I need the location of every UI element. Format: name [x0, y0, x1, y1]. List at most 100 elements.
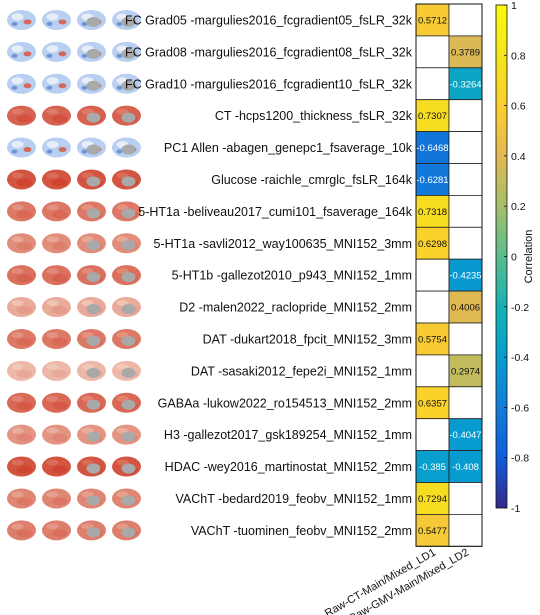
heatmap-cell	[415, 354, 450, 388]
brain-surface-thumbnail	[7, 297, 36, 318]
brain-surface-thumbnail	[112, 520, 141, 541]
heatmap-cell	[448, 67, 483, 101]
heatmap-cell	[448, 482, 483, 515]
heatmap-cell	[415, 258, 450, 292]
colorbar-tick-label: 0.8	[511, 50, 526, 62]
brain-surface-thumbnail	[42, 201, 71, 222]
colorbar-tick-label: 0	[511, 252, 517, 264]
brain-surface-thumbnail	[77, 360, 106, 381]
brain-surface-thumbnail	[112, 265, 141, 286]
heatmap-cell	[415, 35, 450, 69]
row-label: FC Grad08 -margulies2016_fcgradient08_fs…	[125, 45, 413, 59]
cell-value-label: -0.4235	[449, 271, 481, 282]
heatmap-cell	[448, 418, 483, 452]
colorbar-tick-label: 0.2	[511, 201, 526, 213]
heatmap-cell	[448, 354, 483, 388]
brain-surface-thumbnail	[42, 233, 71, 254]
brain-surface-thumbnail	[7, 201, 36, 222]
brain-surface-thumbnail	[77, 9, 106, 30]
heatmap-grid: 0.5712 0.3789 -0.3264 0.7307 -0.6468 -0.6281 0…	[415, 3, 483, 547]
heatmap-cell	[448, 163, 483, 196]
brain-surface-thumbnail	[42, 169, 71, 190]
row-label: FC Grad10 -margulies2016_fcgradient10_fs…	[125, 77, 413, 91]
row-label: 5-HT1a -beliveau2017_cumi101_fsaverage_1…	[138, 205, 413, 219]
column-labels: Raw-CT-Main/Mixed_LD1Raw-GMV-Main/Mixed_…	[323, 547, 471, 615]
colorbar-tick-label: 0.6	[511, 101, 526, 113]
heatmap-cell	[415, 450, 450, 483]
row-label: D2 -malen2022_raclopride_MNI152_2mm	[179, 301, 412, 315]
row-label: HDAC -wey2016_martinostat_MNI152_2mm	[165, 460, 412, 474]
heatmap-cell	[448, 290, 483, 324]
brain-surface-thumbnail	[112, 233, 141, 254]
brain-surface-thumbnail	[7, 360, 36, 381]
brain-surface-thumbnail	[77, 424, 106, 445]
brain-surface-thumbnail	[42, 9, 71, 30]
brain-surface-thumbnail	[7, 105, 36, 126]
cell-value-label: -0.6281	[416, 175, 448, 186]
heatmap-cell	[415, 163, 450, 196]
colorbar-label: Correlation	[523, 230, 535, 284]
brain-surface-thumbnail	[42, 392, 71, 413]
brain-surface-thumbnail	[77, 137, 106, 158]
row-label: H3 -gallezot2017_gsk189254_MNI152_1mm	[164, 428, 412, 442]
heatmap-cell	[415, 418, 450, 452]
brain-surface-thumbnail	[42, 488, 71, 509]
brain-surface-thumbnail	[42, 328, 71, 349]
brain-surface-thumbnail	[112, 9, 141, 30]
brain-surface-thumbnail	[42, 520, 71, 541]
brain-surface-thumbnail	[42, 41, 71, 62]
column-label: Raw-GMV-Main/Mixed_LD2	[347, 547, 471, 615]
brain-surface-thumbnail	[77, 105, 106, 126]
heatmap-border	[415, 3, 483, 547]
cell-value-label: 0.7307	[418, 111, 447, 122]
cell-value-label: -0.6468	[416, 143, 448, 154]
cell-value-label: 0.3789	[451, 47, 480, 58]
brain-surface-maps	[7, 9, 141, 541]
row-label: VAChT -bedard2019_feobv_MNI152_1mm	[176, 492, 412, 506]
brain-surface-thumbnail	[7, 520, 36, 541]
heatmap-cell	[448, 131, 483, 164]
row-label: FC Grad05 -margulies2016_fcgradient05_fs…	[125, 13, 413, 27]
row-labels: FC Grad05 -margulies2016_fcgradient05_fs…	[125, 13, 413, 537]
brain-surface-thumbnail	[7, 169, 36, 190]
row-label: DAT -sasaki2012_fepe2i_MNI152_1mm	[191, 364, 412, 378]
brain-surface-thumbnail	[42, 265, 71, 286]
brain-surface-thumbnail	[7, 488, 36, 509]
heatmap-cell	[415, 67, 450, 101]
row-label: 5-HT1b -gallezot2010_p943_MNI152_1mm	[172, 269, 412, 283]
brain-surface-thumbnail	[7, 265, 36, 286]
heatmap-cell	[415, 322, 450, 356]
brain-surface-thumbnail	[77, 328, 106, 349]
brain-surface-thumbnail	[112, 360, 141, 381]
brain-surface-thumbnail	[112, 137, 141, 158]
brain-surface-thumbnail	[42, 424, 71, 445]
brain-surface-thumbnail	[112, 488, 141, 509]
colorbar-tick-label: -0.2	[511, 302, 529, 314]
brain-surface-thumbnail	[77, 265, 106, 286]
brain-surface-thumbnail	[7, 424, 36, 445]
heatmap-cell	[448, 99, 483, 132]
row-label: VAChT -tuominen_feobv_MNI152_2mm	[191, 524, 412, 538]
brain-surface-thumbnail	[7, 392, 36, 413]
cell-value-label: 0.7318	[418, 207, 447, 218]
colorbar: 1 0.8 0.6 0.4 0.2 0 -0.2 -0.4 -0.6 -0.8 -1 Correlat…	[495, 0, 535, 515]
brain-surface-thumbnail	[112, 392, 141, 413]
colorbar-tick-label: -1	[511, 503, 520, 515]
cell-value-label: 0.7294	[418, 494, 447, 505]
brain-surface-thumbnail	[7, 73, 36, 94]
heatmap-cell	[448, 35, 483, 69]
brain-surface-thumbnail	[112, 424, 141, 445]
brain-surface-thumbnail	[77, 297, 106, 318]
heatmap-cell	[448, 194, 483, 228]
brain-surface-thumbnail	[112, 169, 141, 190]
cell-value-label: 0.2974	[451, 366, 480, 377]
brain-surface-thumbnail	[7, 233, 36, 254]
colorbar-tick-label: -0.4	[511, 352, 529, 364]
row-label: DAT -dukart2018_fpcit_MNI152_3mm	[203, 332, 412, 346]
heatmap-cell	[415, 514, 450, 547]
cell-value-label: -0.3264	[449, 79, 481, 90]
cell-value-label: 0.6298	[418, 239, 447, 250]
brain-surface-thumbnail	[42, 105, 71, 126]
cell-value-label: -0.408	[452, 462, 479, 473]
